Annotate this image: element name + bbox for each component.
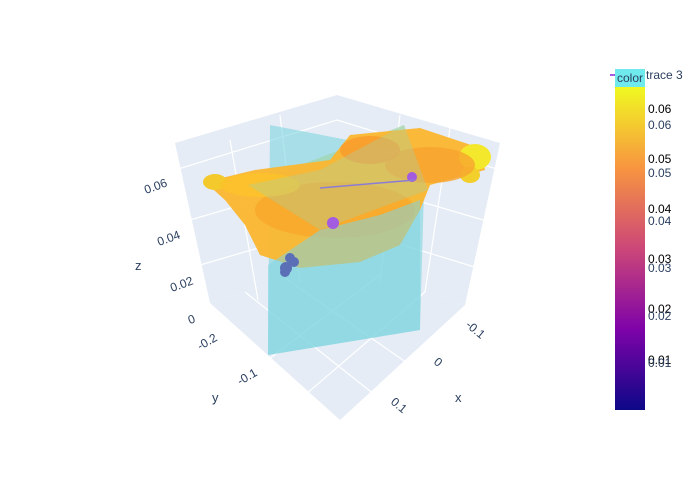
x-tick: 0 — [431, 355, 445, 370]
colorbar-tick: 0.06 — [648, 102, 672, 116]
colorbar-title: color — [617, 71, 643, 85]
y-axis: -0.2 -0.1 y — [195, 330, 260, 405]
colorbar-tick: 0.04 — [648, 202, 672, 216]
z-axis-label: z — [135, 258, 142, 273]
colorbar-tick: 0.06 — [648, 118, 672, 132]
x-tick: -0.1 — [463, 318, 488, 342]
x-axis-label: x — [455, 390, 462, 405]
z-tick: 0.04 — [155, 228, 182, 249]
colorbar-tick: 0.03 — [648, 261, 672, 275]
colorbar: color 0.06 0.05 0.04 0.03 0.02 0.01 0.06… — [615, 69, 672, 410]
plane-overlay-top — [248, 125, 428, 230]
z-tick: 0.02 — [168, 274, 195, 295]
colorbar-tick: 0.01 — [648, 353, 672, 367]
y-tick: -0.2 — [195, 330, 220, 353]
colorbar-tick: 0.05 — [648, 152, 672, 166]
colorbar-tick: 0.02 — [648, 302, 672, 316]
y-axis-label: y — [212, 390, 219, 405]
z-tick: 0.06 — [142, 176, 169, 197]
z-tick: 0 — [186, 312, 197, 328]
colorbar-gradient — [615, 87, 645, 410]
colorbar-title-bg — [615, 69, 645, 87]
colorbar-tick: 0.04 — [648, 214, 672, 228]
blue-points — [280, 253, 299, 277]
plane-overlay — [268, 200, 420, 355]
colorbar-tick: 0.02 — [648, 309, 672, 323]
trace-line — [319, 179, 416, 189]
y-tick: -0.1 — [235, 365, 260, 388]
colorbar-tick: 0.01 — [648, 356, 672, 370]
colorbar-tick: 0.05 — [648, 166, 672, 180]
colorbar-tick: 0.03 — [648, 252, 672, 266]
x-tick: 0.1 — [388, 395, 410, 417]
legend-label: trace 3 — [646, 68, 683, 82]
